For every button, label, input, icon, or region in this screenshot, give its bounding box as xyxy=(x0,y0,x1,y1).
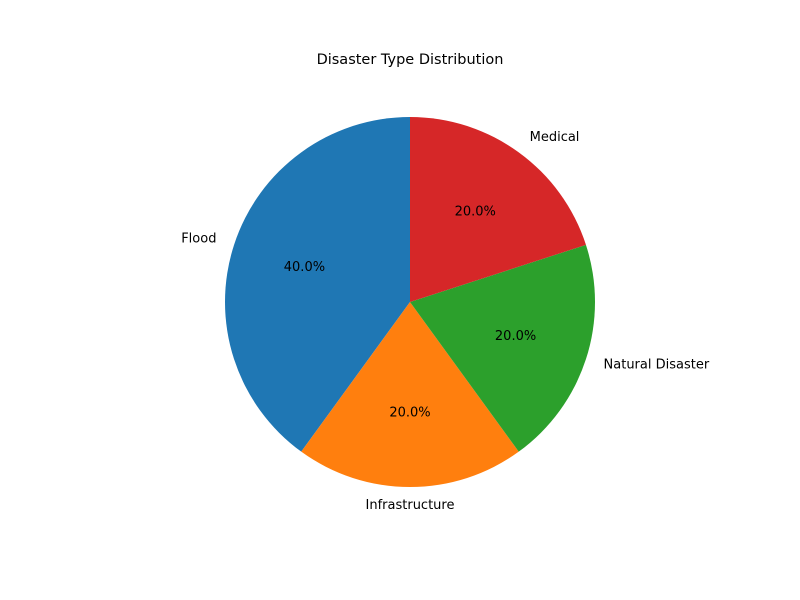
slice-percent-flood: 40.0% xyxy=(284,260,325,275)
pie-slice-flood xyxy=(224,117,410,452)
pie-labels: Flood 40.0% Infrastructure 20.0% Natural Dis… xyxy=(181,130,710,513)
pie-slices xyxy=(224,117,595,488)
slice-label-medical: Medical xyxy=(530,130,580,145)
pie-slice-medical xyxy=(410,117,586,302)
slice-label-infrastructure: Infrastructure xyxy=(366,498,455,513)
slice-percent-infrastructure: 20.0% xyxy=(389,406,430,421)
slice-label-flood: Flood xyxy=(181,232,216,247)
pie-slice-infrastructure xyxy=(301,302,519,488)
slice-percent-natural-disaster: 20.0% xyxy=(495,329,536,344)
slice-label-natural-disaster: Natural Disaster xyxy=(604,357,710,372)
pie-slice-natural-disaster xyxy=(410,244,595,452)
chart-title: Disaster Type Distribution xyxy=(317,52,504,68)
slice-percent-medical: 20.0% xyxy=(455,205,496,220)
